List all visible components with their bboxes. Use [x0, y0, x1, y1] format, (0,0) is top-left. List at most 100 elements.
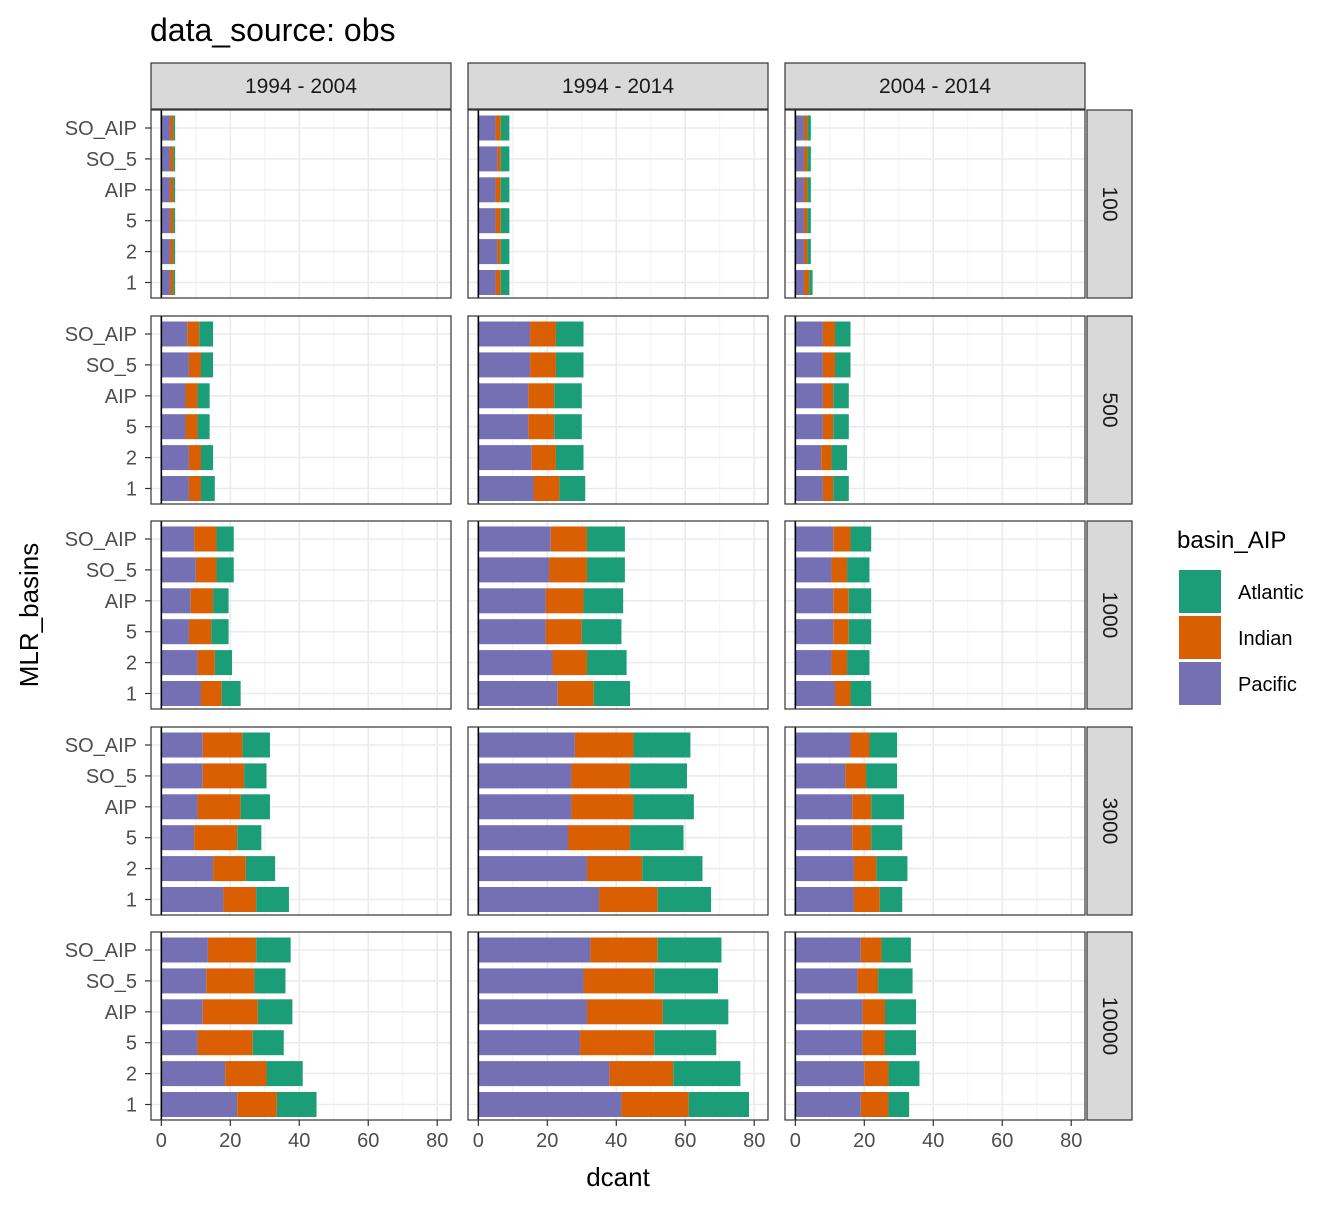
bar-segment-atlantic	[876, 856, 908, 882]
bar-segment-atlantic	[833, 414, 849, 440]
bar-segment-pacific	[478, 1061, 610, 1087]
bar-segment-pacific	[161, 557, 196, 583]
panel-border	[467, 109, 769, 299]
panel-border	[150, 726, 452, 916]
bar-segment-pacific	[478, 1092, 622, 1117]
bar-segment-atlantic	[835, 321, 851, 347]
bar-segment-pacific	[161, 763, 203, 789]
bar-segment-atlantic	[216, 526, 234, 552]
row-facet-strip-background	[1086, 931, 1133, 1121]
bar-segment-pacific	[161, 445, 189, 471]
bar-segment-indian	[822, 352, 835, 378]
bar-segment-pacific	[478, 650, 553, 676]
y-tick-label: 1	[126, 890, 137, 912]
bar-segment-pacific	[478, 115, 496, 141]
bar-segment-atlantic	[213, 588, 229, 614]
bar-segment-atlantic	[848, 588, 872, 614]
bar-segment-indian	[860, 937, 882, 963]
panel: 0 20 40 60 80	[784, 931, 1086, 1152]
bar-segment-pacific	[478, 968, 584, 994]
bar-segment-atlantic	[500, 177, 510, 203]
y-tick-label: AIP	[105, 797, 137, 819]
bar-segment-atlantic	[885, 999, 917, 1025]
bar-segment-indian	[188, 352, 201, 378]
bar-segment-atlantic	[500, 115, 510, 141]
bar-segment-atlantic	[833, 476, 849, 501]
chart-title: data_source: obs	[150, 12, 396, 48]
bar-segment-indian	[822, 321, 835, 347]
bar-segment-pacific	[161, 968, 207, 994]
bar-segment-pacific	[795, 937, 861, 963]
col-facet-label: 1994 - 2004	[245, 75, 357, 98]
bar-segment-pacific	[795, 177, 804, 203]
bar-segment-indian	[845, 763, 867, 789]
legend-label: Pacific	[1238, 674, 1297, 696]
bar-segment-atlantic	[197, 383, 210, 409]
bar-segment-indian	[207, 937, 257, 963]
bar-segment-atlantic	[654, 968, 718, 994]
bar-segment-atlantic	[244, 763, 267, 789]
bar-segment-indian	[194, 825, 238, 851]
bar-segment-pacific	[478, 937, 591, 963]
y-tick-label: SO_AIP	[65, 324, 137, 346]
panel	[467, 315, 769, 505]
panels-layer: SO_AIPSO_5AIP521100SO_AIPSO_5AIP521500SO…	[65, 62, 1133, 1152]
bar-segment-indian	[169, 270, 174, 295]
bar-segment-atlantic	[847, 650, 870, 676]
panel-background	[785, 110, 1085, 298]
panel	[467, 520, 769, 710]
panel-background	[785, 521, 1085, 709]
x-tick-label: 40	[922, 1130, 944, 1152]
bar-segment-indian	[803, 177, 808, 203]
bar-segment-atlantic	[586, 526, 625, 552]
bar-segment-atlantic	[807, 239, 811, 265]
bar-segment-indian	[586, 999, 663, 1025]
bar-segment-indian	[197, 650, 215, 676]
bar-segment-pacific	[161, 1030, 198, 1056]
bar-segment-pacific	[478, 887, 600, 912]
bar-segment-indian	[185, 414, 198, 440]
bar-segment-atlantic	[630, 763, 687, 789]
bar-segment-indian	[497, 146, 501, 172]
bar-segment-indian	[545, 619, 582, 645]
bar-segment-atlantic	[850, 681, 872, 706]
bar-segment-indian	[202, 763, 245, 789]
bar-segment-pacific	[478, 383, 529, 409]
bar-segment-indian	[852, 794, 872, 820]
y-tick-label: SO_5	[86, 149, 137, 171]
bar-segment-indian	[822, 414, 834, 440]
bar-segment-atlantic	[500, 208, 510, 234]
bar-segment-indian	[495, 115, 501, 141]
bar-segment-indian	[862, 999, 885, 1025]
bar-segment-atlantic	[555, 352, 584, 378]
bar-segment-atlantic	[554, 383, 582, 409]
bar-segment-pacific	[795, 1092, 861, 1117]
bar-segment-atlantic	[633, 732, 691, 758]
bar-segment-pacific	[478, 732, 575, 758]
bar-segment-indian	[583, 968, 655, 994]
bar-segment-atlantic	[197, 414, 210, 440]
bar-segment-pacific	[478, 526, 551, 552]
bar-segment-atlantic	[559, 476, 586, 501]
bar-segment-indian	[202, 999, 258, 1025]
row-facet-label: 500	[1098, 392, 1121, 427]
bar-segment-pacific	[795, 270, 804, 295]
y-tick-label: SO_5	[86, 355, 137, 377]
bar-segment-indian	[550, 526, 587, 552]
bar-segment-atlantic	[662, 999, 729, 1025]
bar-segment-indian	[188, 619, 212, 645]
bar-segment-indian	[533, 476, 560, 501]
legend-label: Indian	[1238, 628, 1293, 650]
bar-segment-atlantic	[881, 937, 911, 963]
bar-segment-indian	[803, 208, 808, 234]
bar-segment-atlantic	[256, 937, 291, 963]
bar-segment-atlantic	[201, 476, 215, 501]
bar-segment-atlantic	[807, 208, 811, 234]
col-facet-strip-background	[150, 62, 452, 110]
panel-background	[151, 932, 451, 1120]
bar-segment-indian	[853, 856, 877, 882]
bar-segment-pacific	[161, 208, 170, 234]
x-tick-label: 40	[288, 1130, 310, 1152]
x-tick-label: 80	[426, 1130, 448, 1152]
y-tick-label: AIP	[105, 591, 137, 613]
